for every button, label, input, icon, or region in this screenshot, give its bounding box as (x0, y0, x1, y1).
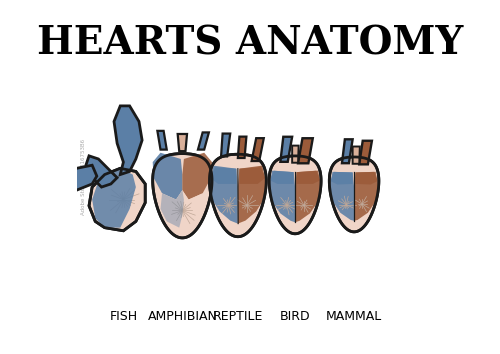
Polygon shape (238, 166, 266, 224)
Polygon shape (354, 172, 378, 221)
Polygon shape (269, 156, 321, 234)
Text: HEARTS ANATOMY: HEARTS ANATOMY (37, 24, 463, 62)
Polygon shape (240, 167, 266, 184)
Text: MAMMAL: MAMMAL (326, 310, 382, 323)
Polygon shape (158, 131, 166, 150)
Polygon shape (360, 141, 372, 164)
Polygon shape (160, 190, 184, 228)
Polygon shape (178, 134, 187, 151)
Polygon shape (356, 172, 378, 184)
Polygon shape (269, 171, 295, 222)
Text: Adobe Stock  |  #816753B6: Adobe Stock | #816753B6 (80, 139, 86, 215)
Polygon shape (296, 171, 320, 184)
Text: REPTILE: REPTILE (212, 310, 263, 323)
Polygon shape (46, 165, 97, 193)
Polygon shape (160, 190, 204, 231)
Polygon shape (210, 166, 238, 224)
Polygon shape (280, 137, 292, 162)
Polygon shape (352, 147, 360, 164)
Polygon shape (92, 169, 136, 228)
Polygon shape (238, 137, 246, 158)
Polygon shape (330, 172, 354, 221)
Polygon shape (270, 171, 293, 184)
Text: BIRD: BIRD (280, 310, 310, 323)
Polygon shape (295, 171, 321, 222)
Polygon shape (198, 132, 209, 150)
Polygon shape (182, 153, 212, 200)
Polygon shape (252, 138, 264, 161)
Polygon shape (152, 154, 212, 238)
Polygon shape (210, 154, 266, 237)
Polygon shape (330, 172, 352, 184)
Polygon shape (152, 153, 182, 200)
Text: AMPHIBIAN: AMPHIBIAN (148, 310, 218, 323)
Polygon shape (330, 157, 379, 232)
Polygon shape (221, 133, 230, 156)
Polygon shape (210, 167, 236, 184)
Polygon shape (114, 106, 142, 175)
Polygon shape (342, 139, 352, 163)
Polygon shape (89, 169, 145, 231)
Polygon shape (292, 145, 298, 163)
Text: FISH: FISH (110, 310, 138, 323)
Polygon shape (86, 156, 117, 187)
Polygon shape (298, 138, 313, 163)
